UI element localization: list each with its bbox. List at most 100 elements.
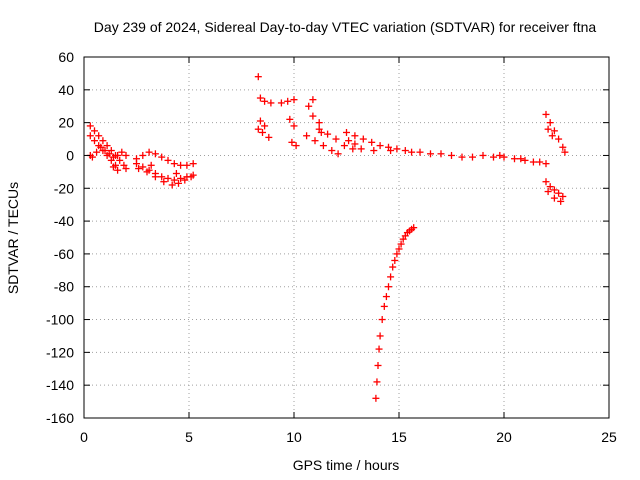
data-point bbox=[351, 132, 359, 140]
data-point bbox=[368, 138, 376, 146]
data-point bbox=[536, 158, 544, 166]
data-point bbox=[91, 137, 98, 145]
data-point bbox=[175, 179, 182, 187]
x-tick-label: 0 bbox=[80, 429, 88, 445]
data-point bbox=[408, 148, 416, 156]
data-point bbox=[315, 125, 323, 133]
data-point bbox=[139, 163, 147, 171]
data-point bbox=[373, 378, 381, 386]
data-point bbox=[349, 145, 357, 153]
data-point bbox=[105, 150, 113, 158]
data-point bbox=[164, 156, 172, 164]
data-point bbox=[133, 160, 140, 168]
data-point bbox=[458, 153, 466, 161]
data-point bbox=[305, 102, 313, 110]
data-point bbox=[254, 73, 262, 81]
data-point bbox=[172, 170, 180, 178]
data-point bbox=[277, 99, 285, 107]
data-point bbox=[391, 256, 399, 264]
data-point bbox=[559, 143, 567, 151]
x-tick-label: 5 bbox=[185, 429, 193, 445]
data-point bbox=[416, 148, 424, 156]
data-point bbox=[382, 293, 390, 301]
series-arc-j bbox=[343, 128, 416, 156]
chart-title: Day 239 of 2024, Sidereal Day-to-day VTE… bbox=[94, 19, 597, 35]
plot-frame bbox=[83, 56, 610, 419]
data-point bbox=[311, 137, 319, 145]
data-point bbox=[315, 119, 323, 127]
data-point bbox=[479, 151, 487, 159]
data-point bbox=[550, 186, 558, 194]
series-arc-m bbox=[542, 178, 567, 205]
data-point bbox=[555, 135, 563, 143]
y-tick-label: -120 bbox=[46, 344, 74, 360]
data-point bbox=[261, 122, 269, 130]
data-point bbox=[376, 332, 384, 340]
data-point bbox=[448, 151, 455, 159]
data-point bbox=[490, 153, 497, 161]
data-point bbox=[177, 174, 185, 182]
data-point bbox=[372, 394, 380, 402]
y-tick-label: -160 bbox=[46, 410, 74, 426]
data-point bbox=[410, 224, 418, 232]
data-point bbox=[109, 163, 117, 171]
data-point bbox=[93, 148, 101, 156]
data-point bbox=[378, 316, 386, 324]
data-point bbox=[116, 156, 124, 164]
x-tick-label: 15 bbox=[391, 429, 407, 445]
x-tick-label: 10 bbox=[286, 429, 302, 445]
data-point bbox=[309, 112, 317, 120]
series-arc-a bbox=[86, 122, 130, 173]
data-point bbox=[334, 150, 342, 158]
data-point bbox=[389, 263, 397, 271]
data-point bbox=[151, 150, 159, 158]
data-point bbox=[385, 283, 392, 291]
data-point bbox=[151, 173, 159, 181]
data-point bbox=[561, 148, 569, 156]
data-point bbox=[254, 125, 262, 133]
data-point bbox=[357, 145, 365, 153]
data-point bbox=[286, 115, 294, 123]
data-point bbox=[375, 345, 383, 353]
data-point bbox=[114, 151, 122, 159]
data-point bbox=[170, 160, 178, 168]
series-arc-l bbox=[542, 110, 569, 156]
data-point bbox=[546, 183, 554, 191]
data-point bbox=[437, 150, 445, 158]
data-point bbox=[550, 127, 558, 135]
data-point bbox=[387, 147, 395, 155]
data-point bbox=[290, 122, 298, 130]
data-point bbox=[380, 302, 388, 310]
data-point bbox=[288, 138, 296, 146]
data-point bbox=[168, 181, 176, 189]
data-point bbox=[529, 158, 537, 166]
data-point bbox=[147, 161, 155, 169]
data-point bbox=[91, 127, 98, 135]
data-point bbox=[103, 142, 111, 150]
y-tick-label: 60 bbox=[58, 49, 74, 65]
data-point bbox=[177, 161, 185, 169]
data-point bbox=[256, 117, 264, 125]
data-point bbox=[542, 178, 550, 186]
data-point bbox=[256, 94, 264, 102]
data-point bbox=[345, 137, 353, 145]
data-point bbox=[309, 96, 317, 104]
data-point bbox=[351, 140, 359, 148]
data-point bbox=[86, 132, 94, 140]
data-point bbox=[118, 148, 126, 156]
y-axis-label: SDTVAR / TECUs bbox=[5, 182, 21, 294]
y-tick-label: -140 bbox=[46, 377, 74, 393]
data-point bbox=[143, 168, 151, 176]
series-arc-h bbox=[277, 96, 325, 150]
data-point bbox=[542, 160, 550, 168]
y-tick-label: -80 bbox=[54, 279, 74, 295]
y-tick-label: 40 bbox=[58, 82, 74, 98]
data-point bbox=[99, 137, 107, 145]
data-point bbox=[319, 142, 327, 150]
data-point bbox=[517, 155, 525, 163]
data-point bbox=[393, 145, 401, 153]
data-point bbox=[292, 142, 300, 150]
series-arc-f bbox=[135, 161, 195, 189]
data-point bbox=[158, 173, 166, 181]
y-tick-label: 0 bbox=[66, 147, 74, 163]
